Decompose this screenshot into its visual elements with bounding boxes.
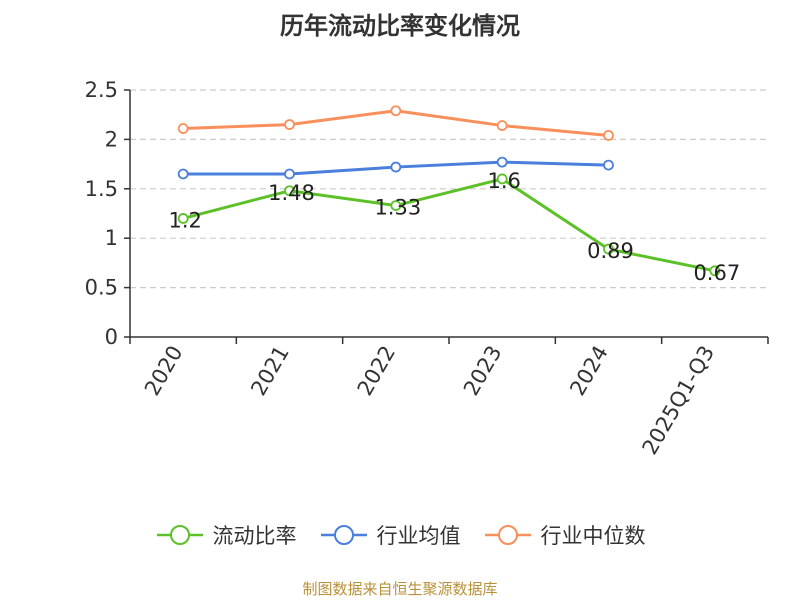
legend-swatch-marker [497, 525, 518, 545]
x-tick-label: 2022 [353, 342, 401, 400]
legend-swatch [156, 525, 203, 545]
data-point [603, 243, 614, 255]
data-label: 1.6 [487, 169, 520, 193]
x-tick-label: 2025Q1-Q3 [638, 342, 720, 459]
data-point [390, 200, 402, 211]
data-label: 0.67 [693, 261, 740, 285]
x-tick-label: 2020 [140, 342, 188, 400]
x-tick-label: 2021 [246, 342, 294, 400]
data-point [284, 119, 295, 130]
data-point [284, 168, 295, 180]
x-tick-label: 2024 [565, 342, 613, 400]
y-tick-label: 1.5 [85, 177, 118, 201]
data-source-note: 制图数据来自恒生聚源数据库 [302, 580, 498, 598]
data-point [496, 120, 508, 131]
data-point [496, 173, 508, 185]
data-point [177, 123, 189, 134]
data-label: 1.2 [168, 208, 201, 232]
data-point [390, 105, 402, 117]
data-label: 0.89 [587, 239, 634, 263]
legend-swatch [320, 525, 367, 545]
data-label: 1.33 [374, 196, 421, 220]
data-point [603, 159, 614, 171]
data-point [177, 213, 189, 224]
data-point [177, 168, 189, 180]
legend-item: 行业均值 [319, 520, 461, 550]
legend-swatch-marker [169, 525, 190, 545]
y-tick-label: 1 [105, 226, 118, 250]
data-point [603, 130, 614, 141]
y-tick-label: 0 [105, 325, 118, 349]
y-tick-label: 2 [105, 127, 118, 151]
data-label: 1.48 [268, 181, 315, 205]
x-tick-label: 2023 [459, 341, 507, 399]
data-point [709, 265, 721, 277]
legend-swatch [484, 525, 531, 545]
legend-item: 流动比率 [155, 520, 297, 550]
series-line [182, 177, 716, 273]
legend-item: 行业中位数 [483, 520, 646, 550]
data-point [390, 161, 402, 173]
legend-swatch-marker [333, 525, 354, 545]
legend-label: 流动比率 [212, 524, 297, 548]
chart-legend: 流动比率 行业均值 行业中位数 [0, 520, 800, 550]
legend-label: 行业均值 [376, 524, 461, 548]
legend-label: 行业中位数 [540, 524, 646, 548]
y-tick-label: 0.5 [85, 276, 118, 300]
data-point [284, 185, 295, 197]
y-tick-label: 2.5 [85, 78, 118, 102]
chart-title: 历年流动比率变化情况 [280, 12, 520, 40]
data-point [496, 156, 508, 168]
